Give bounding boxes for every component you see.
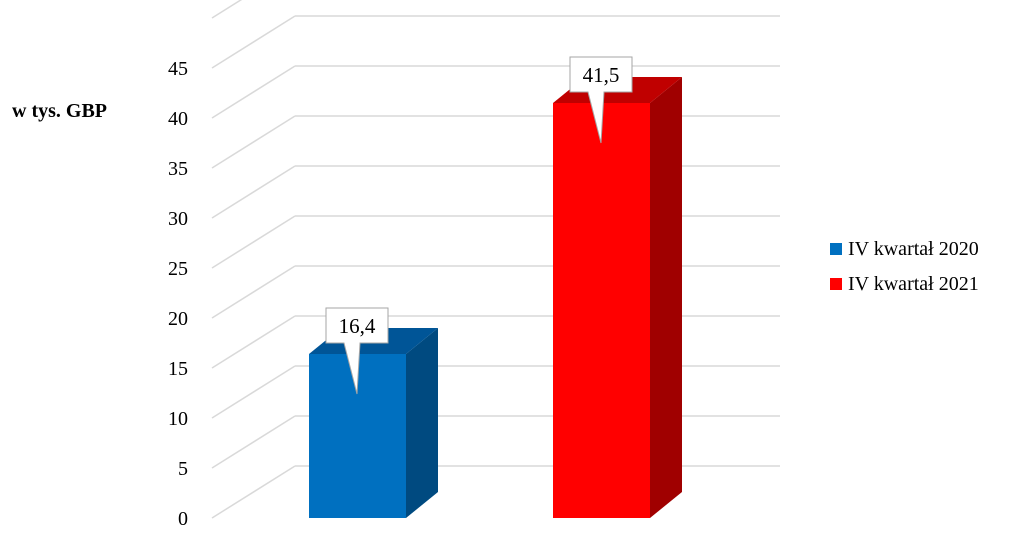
gridline-depth [211, 65, 296, 119]
gridline-depth [211, 315, 296, 369]
y-tick-label: 5 [178, 458, 188, 480]
legend-swatch-2020 [830, 243, 842, 255]
gridline-depth [211, 215, 296, 269]
data-label-callout [569, 56, 633, 144]
data-label-callout [325, 307, 389, 395]
y-axis-label: w tys. GBP [12, 100, 107, 122]
legend-swatch-2021 [830, 278, 842, 290]
y-tick-label: 40 [168, 108, 188, 130]
y-tick-label: 35 [168, 158, 188, 180]
y-tick-label: 20 [168, 308, 188, 330]
gridline-depth [211, 265, 296, 319]
gridline-depth [211, 165, 296, 219]
gridline-depth [211, 0, 243, 19]
bar-front [553, 103, 650, 518]
y-tick-label: 10 [168, 408, 188, 430]
gridline-depth [211, 115, 296, 169]
gridline-depth [211, 465, 296, 519]
bar-side [650, 77, 682, 518]
legend-label-2021: IV kwartał 2021 [848, 272, 979, 295]
gridline-depth [211, 365, 296, 419]
legend-item-2021: IV kwartał 2021 [830, 270, 979, 298]
y-tick-label: 45 [168, 58, 188, 80]
y-tick-label: 30 [168, 208, 188, 230]
legend: IV kwartał 2020 IV kwartał 2021 [830, 235, 979, 305]
gridline-depth [211, 15, 296, 69]
bar-side [406, 328, 438, 518]
y-tick-label: 15 [168, 358, 188, 380]
data-label: 16,4 [339, 314, 376, 338]
y-tick-label: 0 [178, 508, 188, 530]
gridline-depth [211, 415, 296, 469]
legend-item-2020: IV kwartał 2020 [830, 235, 979, 263]
legend-label-2020: IV kwartał 2020 [848, 237, 979, 260]
y-tick-label: 25 [168, 258, 188, 280]
data-label: 41,5 [583, 63, 620, 87]
